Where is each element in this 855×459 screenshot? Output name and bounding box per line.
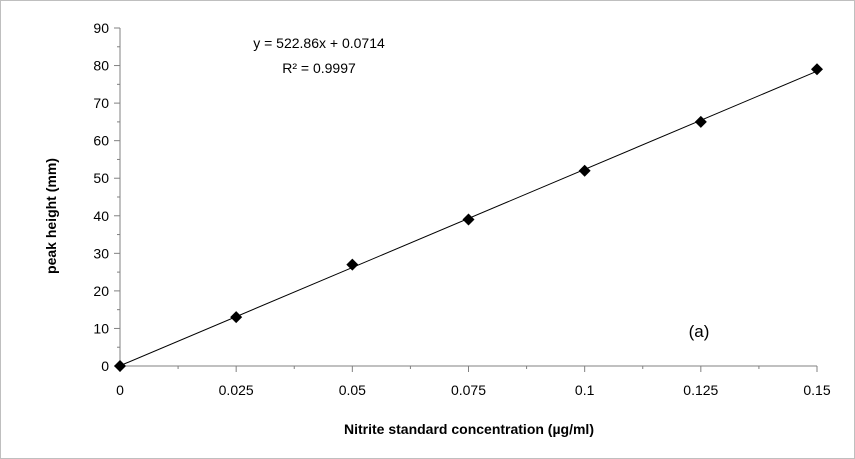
y-tick-label: 30 (93, 245, 109, 261)
x-tick-label: 0.1 (575, 382, 595, 398)
x-tick-label: 0.025 (219, 382, 254, 398)
regression-equation: y = 522.86x + 0.0714 (253, 35, 385, 51)
data-point (694, 115, 707, 128)
x-tick-label: 0.15 (803, 382, 830, 398)
x-axis-title: Nitrite standard concentration (µg/ml) (344, 421, 594, 437)
data-point (578, 164, 591, 177)
x-tick-label: 0.05 (339, 382, 366, 398)
tick-labels: 0 10 20 30 40 50 60 70 80 90 0 0.025 0.05 0.075 0.1 0.1… (93, 20, 830, 398)
data-point (114, 360, 126, 372)
y-tick-label: 20 (93, 283, 109, 299)
data-point (811, 63, 823, 76)
y-tick-label: 90 (93, 20, 109, 36)
y-tick-label: 70 (93, 95, 109, 111)
data-point (462, 213, 475, 226)
r-squared-label: R² = 0.9997 (282, 60, 356, 76)
y-tick-label: 50 (93, 170, 109, 186)
y-tick-label: 10 (93, 320, 109, 336)
y-tick-label: 40 (93, 208, 109, 224)
data-point (346, 258, 359, 271)
x-tick-label: 0.075 (451, 382, 486, 398)
y-tick-label: 0 (101, 358, 109, 374)
data-points (114, 63, 823, 372)
y-axis-title: peak height (mm) (43, 158, 59, 274)
x-tick-label: 0 (116, 382, 124, 398)
x-tick-label: 0.125 (683, 382, 718, 398)
panel-label: (a) (689, 322, 710, 341)
data-point (230, 311, 243, 324)
y-tick-label: 60 (93, 133, 109, 149)
y-tick-label: 80 (93, 58, 109, 74)
axes (114, 27, 818, 372)
